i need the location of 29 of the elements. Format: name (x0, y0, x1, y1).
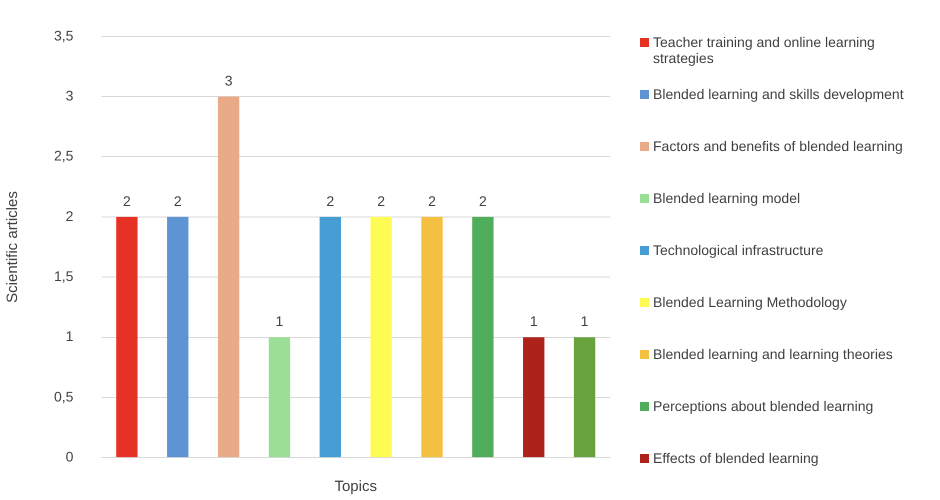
legend-label: Teacher training and online learning strategies (653, 34, 876, 66)
data-label: 2 (174, 192, 182, 209)
legend-label: Perceptions about blended learning (653, 398, 874, 414)
data-label: 3 (224, 72, 233, 88)
data-label: 2 (478, 192, 487, 209)
x-axis-title: Topics (334, 478, 377, 496)
data-label: 2 (377, 192, 386, 209)
data-label: 2 (326, 192, 334, 209)
y-tick-label: 2 (66, 208, 74, 224)
legend-label: Blended Learning Methodology (653, 294, 847, 310)
y-tick-label: 3,5 (54, 27, 74, 44)
y-axis-title: Scientific articles (4, 191, 22, 303)
data-label: 2 (428, 192, 436, 209)
legend-label: Technological infrastructure (653, 242, 824, 258)
legend-label: Factors and benefits of blended learning (653, 138, 903, 154)
y-tick-label: 1,5 (54, 268, 74, 284)
y-tick-label: 1 (66, 328, 74, 344)
legend-label: Blended learning and learning theories (653, 346, 893, 362)
y-tick-label: 2,5 (54, 148, 74, 164)
y-tick-label: 3 (66, 87, 74, 104)
y-tick-label: 0,5 (54, 388, 74, 404)
data-label: 2 (122, 192, 131, 209)
legend-label: Blended learning model (653, 190, 800, 206)
legend-label: Blended learning and skills development (653, 86, 904, 102)
y-tick-label: 0 (66, 448, 74, 464)
data-label: 1 (580, 313, 589, 330)
data-label: 1 (276, 313, 284, 330)
legend-label: Effects of blended learning (653, 450, 819, 466)
data-label: 1 (530, 313, 538, 330)
